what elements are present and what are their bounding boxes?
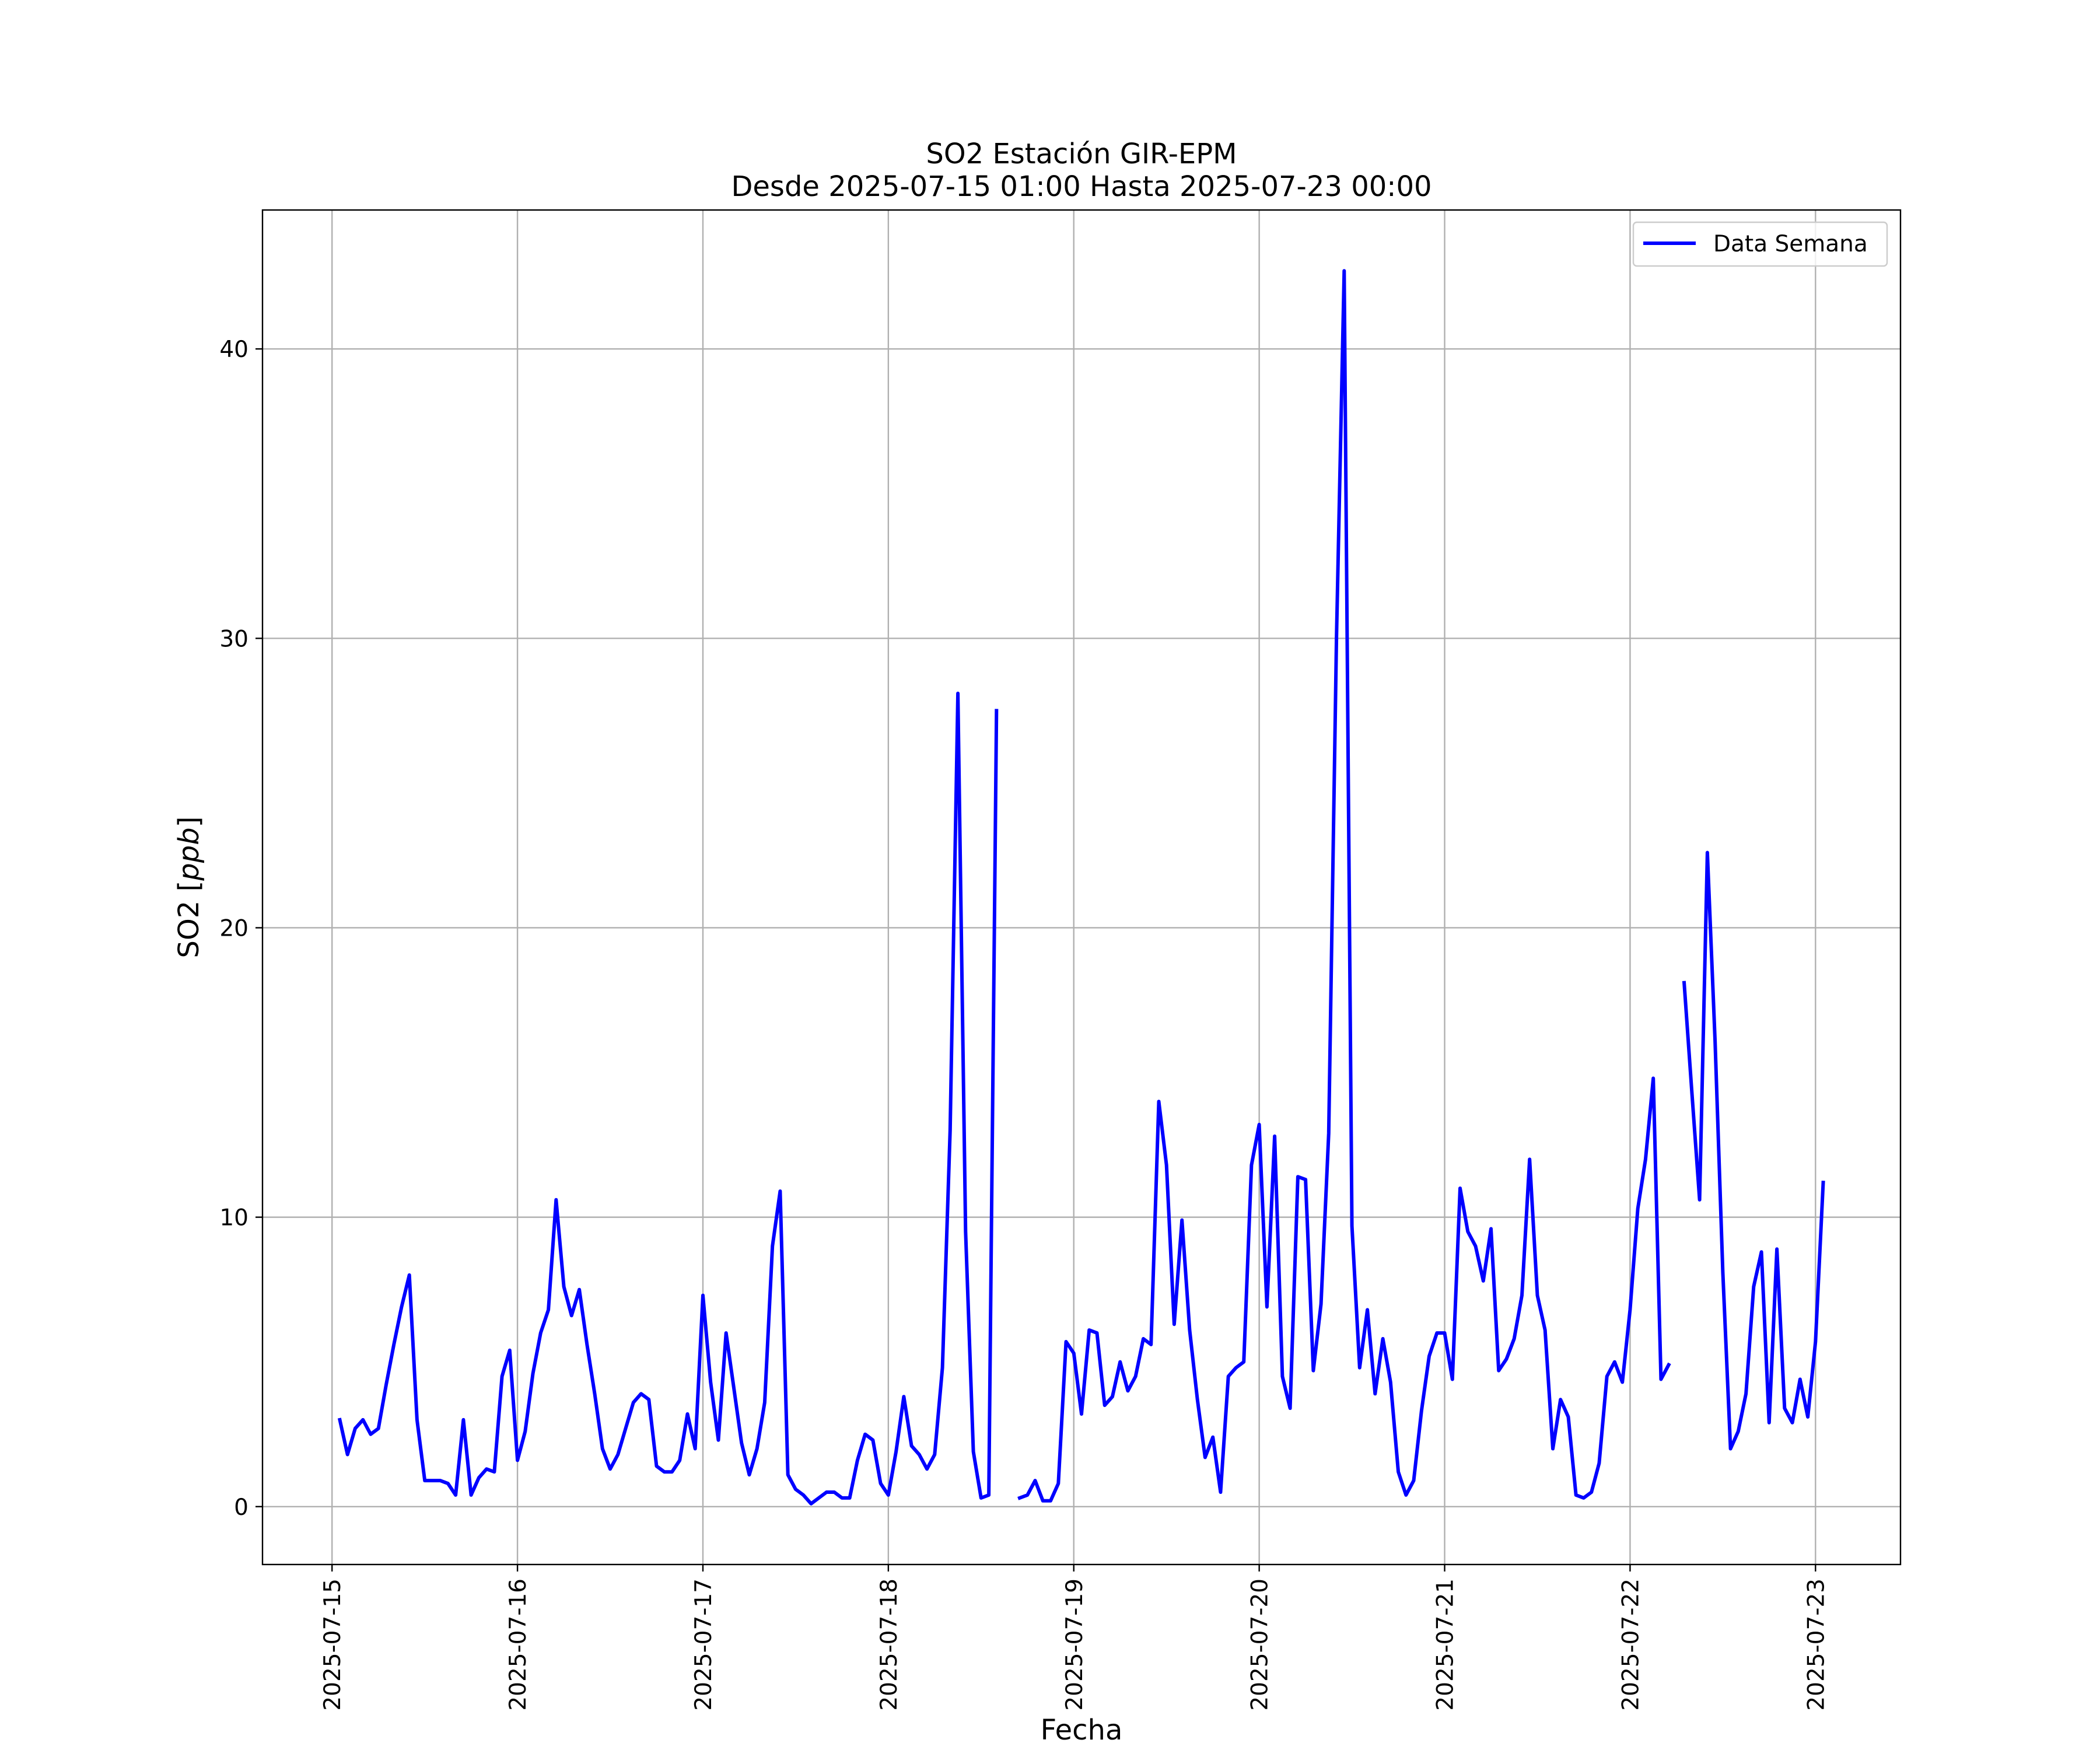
x-axis-label: Fecha: [1041, 1714, 1123, 1746]
x-tick-label: 2025-07-15: [320, 1578, 346, 1711]
series-layer: [337, 269, 1825, 1506]
x-tick-label: 2025-07-16: [505, 1578, 531, 1711]
x-tick-label: 2025-07-19: [1062, 1578, 1088, 1711]
chart-title: SO2 Estación GIR-EPM: [926, 138, 1237, 170]
y-tick-label: 20: [219, 915, 249, 942]
y-axis-label: SO2 [ppb]: [173, 817, 205, 958]
chart-subtitle: Desde 2025-07-15 01:00 Hasta 2025-07-23 …: [731, 170, 1432, 203]
grid: [262, 210, 1901, 1564]
x-tick-label: 2025-07-21: [1433, 1578, 1459, 1711]
legend-entry-data-semana: Data Semana: [1713, 231, 1868, 257]
y-tick-label: 30: [219, 626, 249, 652]
x-tick-label: 2025-07-18: [876, 1578, 902, 1711]
series-line-segment: [337, 691, 999, 1506]
y-axis-label-close: ]: [173, 817, 205, 828]
series-line-segment: [1682, 850, 1825, 1451]
x-tick-label: 2025-07-22: [1618, 1578, 1644, 1711]
legend: Data Semana: [1632, 221, 1888, 267]
x-tick-label: 2025-07-23: [1803, 1578, 1829, 1711]
axis-ticks: 0 10 20 30 40 2025-07-15 2025-07-16 2025-07-17 2…: [219, 337, 1829, 1711]
plot-area-frame: [261, 209, 1902, 1566]
y-axis-label-unit: ppb: [173, 827, 205, 881]
x-tick-label: 2025-07-17: [691, 1578, 717, 1711]
y-tick-label: 0: [234, 1494, 249, 1521]
legend-box: [1632, 221, 1888, 267]
x-tick-label: 2025-07-20: [1247, 1578, 1273, 1711]
series-line-segment: [1017, 269, 1671, 1503]
y-tick-label: 10: [219, 1205, 249, 1231]
y-axis-label-quantity: SO2 [: [173, 881, 205, 958]
y-tick-label: 40: [219, 337, 249, 363]
